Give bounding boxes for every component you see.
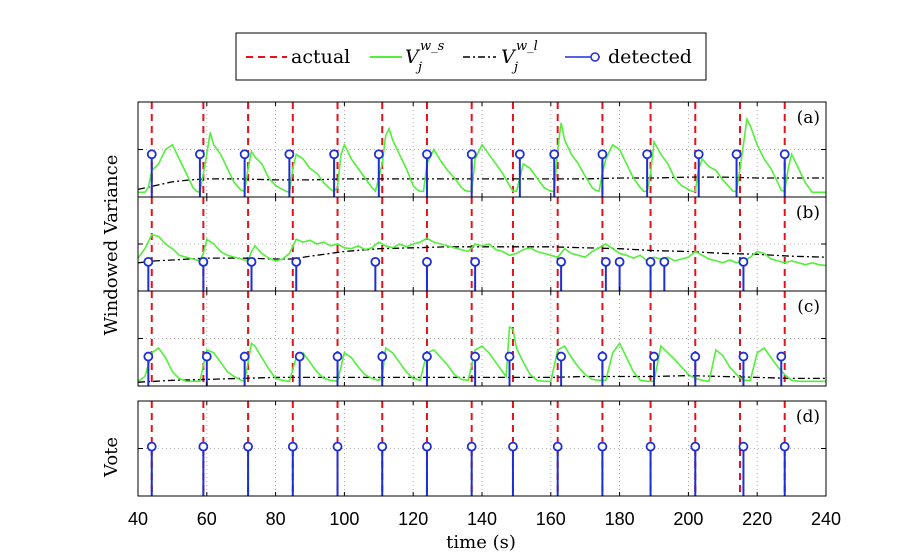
detected-marker — [597, 351, 608, 362]
legend-long-subscript: j — [511, 60, 518, 75]
detected-marker — [377, 351, 388, 362]
detected-marker — [294, 351, 305, 362]
detected-marker — [370, 256, 381, 267]
x-tick-label: 80 — [266, 509, 286, 529]
panels: (a) (b) (c) (d) — [137, 101, 827, 497]
detected-marker — [645, 441, 656, 452]
legend-detected-marker — [590, 52, 600, 62]
x-tick-label: 220 — [742, 509, 772, 529]
detected-marker — [659, 256, 670, 267]
x-tick-label: 180 — [605, 509, 635, 529]
detected-marker — [642, 149, 653, 160]
panel-2: (b) — [137, 196, 827, 292]
detected-marker — [377, 441, 388, 452]
panel-tag: (c) — [797, 297, 820, 317]
legend-detected-label: detected — [608, 46, 692, 68]
detected-marker — [738, 351, 749, 362]
detected-marker — [738, 256, 749, 267]
legend-actual-label: actual — [291, 46, 350, 68]
legend-box — [235, 32, 707, 81]
detected-marker — [597, 441, 608, 452]
x-tick-label: 240 — [811, 509, 841, 529]
detected-marker — [195, 149, 205, 160]
detected-marker — [146, 149, 157, 160]
detected-marker — [146, 441, 157, 452]
detected-marker — [504, 351, 515, 362]
y-axis-label-vote: Vote — [101, 437, 122, 478]
detected-marker — [246, 256, 257, 267]
detected-marker — [470, 256, 481, 267]
detected-marker — [690, 441, 701, 452]
detected-marker — [243, 441, 253, 452]
detected-marker — [422, 351, 432, 362]
long-window-variance-line — [137, 374, 826, 383]
short-window-variance-line — [137, 325, 826, 383]
detected-marker — [779, 149, 790, 160]
detected-marker — [466, 441, 477, 452]
x-tick-label: 160 — [536, 509, 566, 529]
legend: actual V j w_s V j w_l detected — [235, 32, 707, 81]
detected-marker — [552, 441, 563, 452]
detected-marker — [514, 149, 525, 160]
detected-marker — [649, 351, 659, 362]
panel-tag: (d) — [796, 407, 820, 427]
detected-marker — [291, 256, 302, 267]
detected-marker — [143, 351, 154, 362]
detected-marker — [731, 149, 742, 160]
panel-tag: (b) — [796, 203, 820, 223]
detected-marker — [239, 149, 250, 160]
detected-marker — [287, 441, 298, 452]
detected-marker — [332, 351, 343, 362]
x-tick-label: 140 — [467, 509, 497, 529]
detected-marker — [422, 441, 432, 452]
x-tick-label: 40 — [128, 509, 148, 529]
detected-marker — [738, 441, 749, 452]
x-tick-label: 200 — [673, 509, 703, 529]
detected-marker — [284, 149, 295, 160]
detected-marker — [422, 149, 432, 160]
detected-marker — [597, 149, 608, 160]
detected-marker — [779, 441, 790, 452]
detected-marker — [556, 351, 567, 362]
long-window-variance-line — [137, 176, 826, 191]
legend-short-superscript: w_s — [420, 39, 445, 54]
detected-marker — [198, 441, 209, 452]
x-tick-label: 100 — [329, 509, 359, 529]
legend-short-subscript: j — [415, 60, 422, 75]
panel-1: (a) — [137, 101, 827, 198]
y-axis-label-variance: Windowed Variance — [101, 155, 122, 336]
detected-marker — [470, 351, 481, 362]
detected-marker — [549, 149, 560, 160]
detected-marker — [198, 256, 209, 267]
detected-marker — [690, 351, 701, 362]
detected-marker — [329, 149, 339, 160]
detected-marker — [693, 149, 704, 160]
short-window-variance-line — [138, 116, 826, 194]
detected-marker — [466, 149, 477, 160]
detected-marker — [332, 441, 343, 452]
detected-marker — [556, 256, 567, 267]
legend-long-symbol: V — [501, 46, 517, 68]
detected-marker — [373, 149, 384, 160]
detected-marker — [201, 351, 212, 362]
x-tick-labels: 40 60 80 100 120 140 160 180 200 220 240 — [128, 509, 841, 529]
panel-3: (c) — [137, 290, 827, 387]
detected-marker — [600, 256, 611, 267]
x-tick-label: 120 — [398, 509, 428, 529]
detected-marker — [508, 441, 518, 452]
x-axis-label: time (s) — [446, 532, 516, 553]
detected-marker — [239, 351, 250, 362]
detected-marker — [422, 256, 432, 267]
detected-marker — [614, 256, 625, 267]
detected-marker — [776, 351, 787, 362]
panel-tag: (a) — [797, 108, 820, 128]
panel-4: (d) — [137, 400, 827, 497]
detected-marker — [143, 256, 154, 267]
legend-long-superscript: w_l — [516, 39, 538, 54]
detected-marker — [645, 256, 656, 267]
legend-short-symbol: V — [405, 46, 421, 68]
x-tick-label: 60 — [197, 509, 217, 529]
